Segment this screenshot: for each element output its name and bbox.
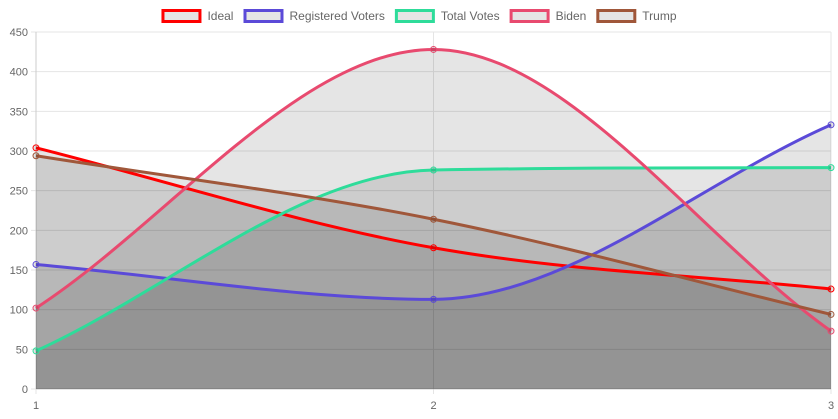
legend: Ideal Registered Voters Total Votes Biden Tr… <box>161 9 677 23</box>
legend-swatch <box>394 9 435 23</box>
y-tick-label: 100 <box>10 305 28 317</box>
data-point <box>430 295 437 303</box>
legend-label: Total Votes <box>441 9 500 23</box>
y-tick-label: 450 <box>10 27 28 39</box>
legend-item[interactable]: Registered Voters <box>243 9 385 23</box>
series-area-2 <box>36 167 831 389</box>
data-point <box>32 260 40 268</box>
data-point <box>827 121 835 129</box>
series-line-0 <box>35 146 832 291</box>
x-tick-label: 3 <box>828 400 834 412</box>
y-tick-label: 400 <box>10 67 28 79</box>
legend-item[interactable]: Ideal <box>161 9 234 23</box>
legend-item[interactable]: Trump <box>596 9 677 23</box>
series-lines <box>35 47 832 353</box>
legend-label: Trump <box>642 9 677 23</box>
series-line-4 <box>35 154 832 316</box>
data-point <box>430 45 437 53</box>
data-point <box>827 310 835 318</box>
series-points <box>32 45 835 355</box>
data-point <box>827 285 835 293</box>
series-fills <box>36 49 831 389</box>
data-point <box>430 166 437 174</box>
data-point <box>827 327 835 335</box>
data-point <box>32 152 40 160</box>
series-line-3 <box>35 47 832 333</box>
y-tick-label: 300 <box>10 146 28 158</box>
legend-label: Biden <box>556 9 587 23</box>
data-point <box>827 164 835 172</box>
legend-swatch <box>596 9 637 23</box>
data-point <box>430 244 437 252</box>
y-tick-label: 50 <box>16 344 28 356</box>
legend-swatch <box>161 9 202 23</box>
y-tick-label: 150 <box>10 265 28 277</box>
data-point <box>32 347 40 355</box>
series-area-4 <box>36 155 831 389</box>
legend-item[interactable]: Total Votes <box>394 9 500 23</box>
series-area-1 <box>36 124 831 389</box>
legend-item[interactable]: Biden <box>509 9 587 23</box>
y-tick-label: 250 <box>10 186 28 198</box>
x-tick-label: 1 <box>33 400 39 412</box>
legend-label: Registered Voters <box>289 9 384 23</box>
series-line-2 <box>35 166 832 353</box>
data-point <box>430 215 437 223</box>
y-tick-label: 350 <box>10 106 28 118</box>
legend-label: Ideal <box>207 9 233 23</box>
y-tick-label: 200 <box>10 225 28 237</box>
y-tick-label: 0 <box>22 384 28 396</box>
legend-swatch <box>509 9 550 23</box>
data-point <box>32 144 40 152</box>
x-tick-label: 2 <box>430 400 436 412</box>
series-area-0 <box>36 147 831 389</box>
data-point <box>32 304 40 312</box>
legend-swatch <box>243 9 284 23</box>
